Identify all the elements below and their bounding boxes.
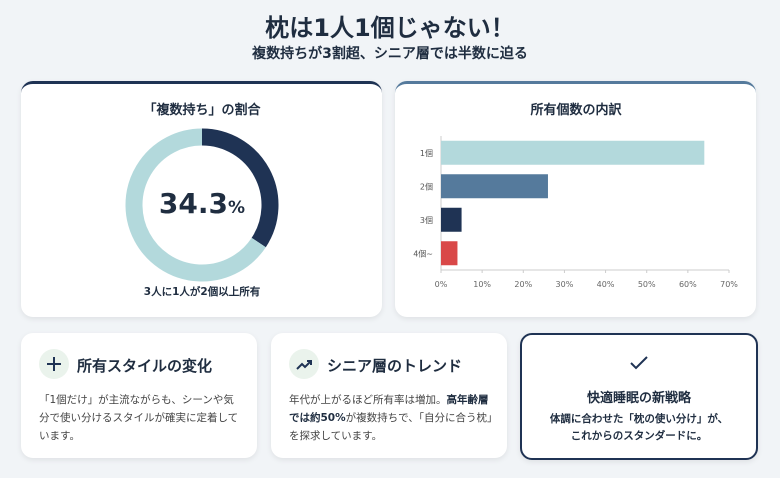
y-tick-label: 4個~: [413, 248, 433, 258]
x-tick-label: 50%: [638, 280, 656, 289]
value-label: 34.3: [159, 187, 228, 220]
y-tick-label: 1個: [420, 148, 433, 158]
center-label: 34.3%: [159, 187, 245, 220]
card-title: 所有スタイルの変化: [77, 357, 213, 375]
icon: [289, 349, 319, 379]
card-body: 年代が上がるほど所有率は増加。高年齢層では約50%が複数持ちで、「自分に合う枕」…: [289, 391, 493, 445]
icon: [39, 349, 69, 379]
subtitle: 複数持ちが3割超、シニア層では半数に迫る: [252, 46, 528, 62]
text: が複数持ちで、「自分に合う枕」を探求しています。: [289, 412, 493, 442]
title: 枕は1人1個じゃない！: [265, 14, 515, 42]
card: 快適睡眠の新戦略 体調に合わせた「枕の使い分け」が、これからのスタンダードに。: [520, 333, 758, 460]
x-tick-label: 20%: [514, 280, 532, 289]
y-tick-label: 2個: [420, 181, 433, 191]
x-tick-label: 0%: [435, 280, 448, 289]
bar: [441, 241, 458, 266]
text: 年代が上がるほど所有率は増加。: [289, 394, 447, 406]
x-tick-label: 10%: [473, 280, 491, 289]
donut-segment: [125, 128, 266, 282]
card: 所有スタイルの変化 「1個だけ」が主流ながらも、シーンや気分で使い分けるスタイル…: [21, 333, 257, 458]
card: シニア層のトレンド 年代が上がるほど所有率は増加。高年齢層では約50%が複数持ち…: [271, 333, 507, 458]
x-tick-label: 40%: [597, 280, 615, 289]
bar: [441, 140, 705, 165]
emphasis: 高年齢層では約50%: [289, 394, 489, 424]
card-title: シニア層のトレンド: [327, 357, 463, 375]
card-body: 「1個だけ」が主流ながらも、シーンや気分で使い分けるスタイルが確実に定着していま…: [39, 394, 239, 442]
card-body: 体調に合わせた「枕の使い分け」が、これからのスタンダードに。: [549, 413, 729, 442]
bar: [441, 207, 462, 232]
check: [630, 356, 648, 370]
donut-segment: [201, 128, 279, 248]
caption: 3人に1人が2個以上所有: [144, 285, 261, 298]
bar-card: [395, 81, 756, 317]
chart-title: 所有個数の内訳: [530, 102, 622, 118]
card-title: 快適睡眠の新戦略: [586, 391, 691, 406]
bar: [441, 174, 548, 199]
chart-title: 「複数持ち」の割合: [143, 102, 261, 118]
unit: %: [228, 198, 245, 218]
x-tick-label: 60%: [679, 280, 697, 289]
x-tick-label: 30%: [556, 280, 574, 289]
x-tick-label: 70%: [720, 280, 738, 289]
y-tick-label: 3個: [420, 215, 433, 225]
